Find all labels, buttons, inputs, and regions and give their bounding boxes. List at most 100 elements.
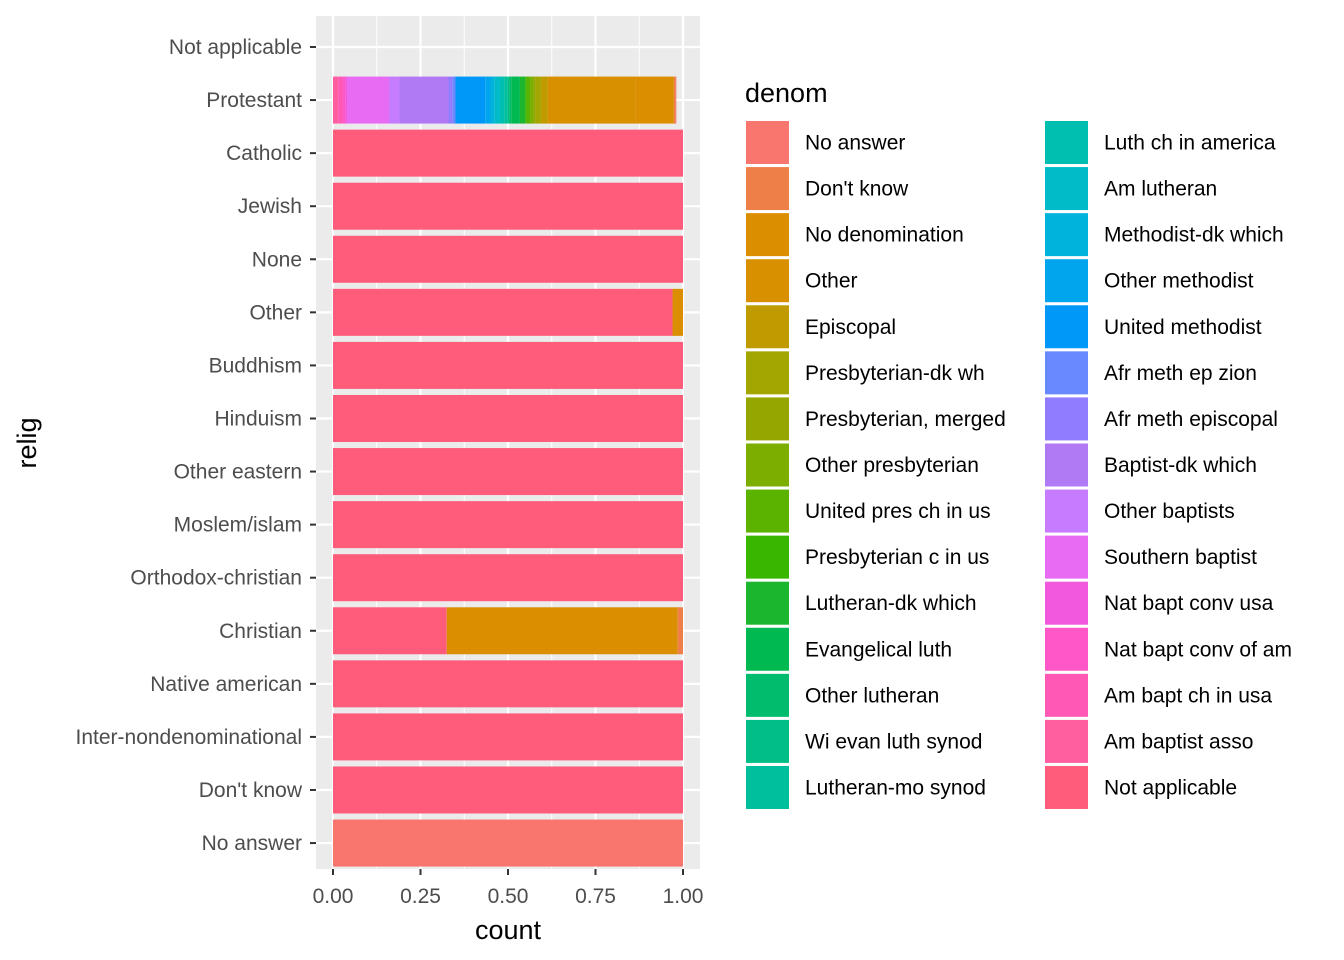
legend-key	[746, 627, 789, 671]
bar-segment	[345, 76, 347, 124]
legend-label: Presbyterian, merged	[805, 408, 1006, 431]
bar-segment	[333, 448, 683, 496]
x-tick-label: 0.00	[313, 885, 354, 908]
x-tick-label: 0.75	[575, 885, 616, 908]
bar-segment	[333, 182, 683, 230]
bar-segment	[452, 76, 456, 124]
y-tick-label: Protestant	[206, 89, 302, 112]
y-tick-label: Hinduism	[214, 407, 302, 430]
bar-segment	[333, 607, 447, 655]
bar-segment	[677, 607, 683, 655]
bar-segment	[333, 660, 683, 708]
legend-label: Lutheran-mo synod	[805, 776, 986, 799]
legend-key	[1045, 397, 1088, 441]
legend-key	[746, 259, 789, 303]
legend-label: Luth ch in america	[1104, 132, 1276, 155]
legend-key	[1045, 627, 1088, 671]
legend-key	[746, 443, 789, 487]
bar-segment	[526, 76, 531, 124]
bar-segment	[333, 713, 683, 761]
legend-key	[746, 489, 789, 533]
x-tick-label: 0.25	[400, 885, 441, 908]
legend-label: United methodist	[1104, 316, 1262, 339]
bar-segment	[547, 76, 636, 124]
bar-segment	[448, 76, 453, 124]
bar-segment	[533, 76, 536, 124]
bar-segment	[333, 766, 683, 814]
legend-key	[746, 719, 789, 763]
x-axis-title: count	[475, 915, 542, 945]
legend-label: Lutheran-dk which	[805, 592, 977, 615]
y-tick-label: Not applicable	[169, 36, 302, 59]
bar-segment	[490, 76, 495, 124]
legend-label: United pres ch in us	[805, 500, 991, 523]
legend-label: Southern baptist	[1104, 546, 1257, 569]
bar-segment	[672, 288, 683, 336]
y-tick-label: Catholic	[226, 142, 302, 165]
bar-segment	[499, 76, 505, 124]
legend: No answer Don't know No denomination Other E…	[746, 121, 1292, 809]
bar-segment	[333, 394, 683, 442]
bar-segment	[389, 76, 400, 124]
legend-label: Not applicable	[1104, 776, 1237, 799]
legend-label: Other lutheran	[805, 684, 939, 707]
bar-segment	[635, 76, 674, 124]
legend-key	[746, 305, 789, 349]
legend-key	[1045, 765, 1088, 809]
bar-segment	[342, 76, 346, 124]
bar-segment	[333, 819, 683, 867]
legend-label: Am lutheran	[1104, 178, 1217, 201]
bar-segment	[399, 76, 449, 124]
legend-key	[746, 167, 789, 211]
legend-label: Other baptists	[1104, 500, 1235, 523]
legend-key	[746, 765, 789, 809]
x-tick-label: 1.00	[663, 885, 704, 908]
legend-key	[1045, 535, 1088, 579]
x-axis: 0.00 0.25 0.50 0.75 1.00	[313, 869, 704, 908]
y-tick-label: Jewish	[238, 195, 302, 218]
bar-segment	[530, 76, 534, 124]
legend-label: Evangelical luth	[805, 638, 952, 661]
bar-segment	[333, 554, 683, 602]
legend-label: No denomination	[805, 224, 964, 247]
legend-label: Baptist-dk which	[1104, 454, 1257, 477]
legend-key	[746, 351, 789, 395]
bar-segment	[485, 76, 491, 124]
legend-label: Other	[805, 270, 858, 293]
bar-segment	[333, 341, 683, 389]
bar-segment	[673, 76, 676, 124]
legend-key	[746, 535, 789, 579]
bar-segment	[675, 76, 677, 124]
bar-segment	[509, 76, 512, 124]
legend-key	[1045, 351, 1088, 395]
legend-title: denom	[745, 78, 828, 108]
bar-segment	[507, 76, 510, 124]
legend-label: No answer	[805, 132, 905, 155]
legend-key	[1045, 673, 1088, 717]
legend-key	[1045, 305, 1088, 349]
bar-segment	[535, 76, 541, 124]
legend-label: Wi evan luth synod	[805, 730, 982, 753]
legend-label: Nat bapt conv of am	[1104, 638, 1292, 661]
legend-key	[1045, 719, 1088, 763]
legend-key	[1045, 259, 1088, 303]
legend-key	[1045, 443, 1088, 487]
y-axis: Not applicable Protestant Catholic Jewish No…	[76, 36, 316, 855]
bar-segment	[333, 501, 683, 549]
legend-label: Don't know	[805, 178, 909, 201]
legend-label: Methodist-dk which	[1104, 224, 1284, 247]
legend-key	[1045, 167, 1088, 211]
y-tick-label: Christian	[219, 620, 302, 643]
bar-segment	[333, 76, 339, 124]
bar-segment	[455, 76, 486, 124]
y-tick-label: Buddhism	[209, 354, 302, 377]
y-tick-label: Other	[249, 301, 302, 324]
legend-label: Other methodist	[1104, 270, 1254, 293]
legend-label: Other presbyterian	[805, 454, 979, 477]
y-tick-label: Don't know	[199, 779, 303, 802]
y-tick-label: None	[252, 248, 302, 271]
bar-segment	[519, 76, 526, 124]
legend-label: Afr meth episcopal	[1104, 408, 1278, 431]
bar-segment	[333, 235, 683, 283]
bar-segment	[494, 76, 500, 124]
